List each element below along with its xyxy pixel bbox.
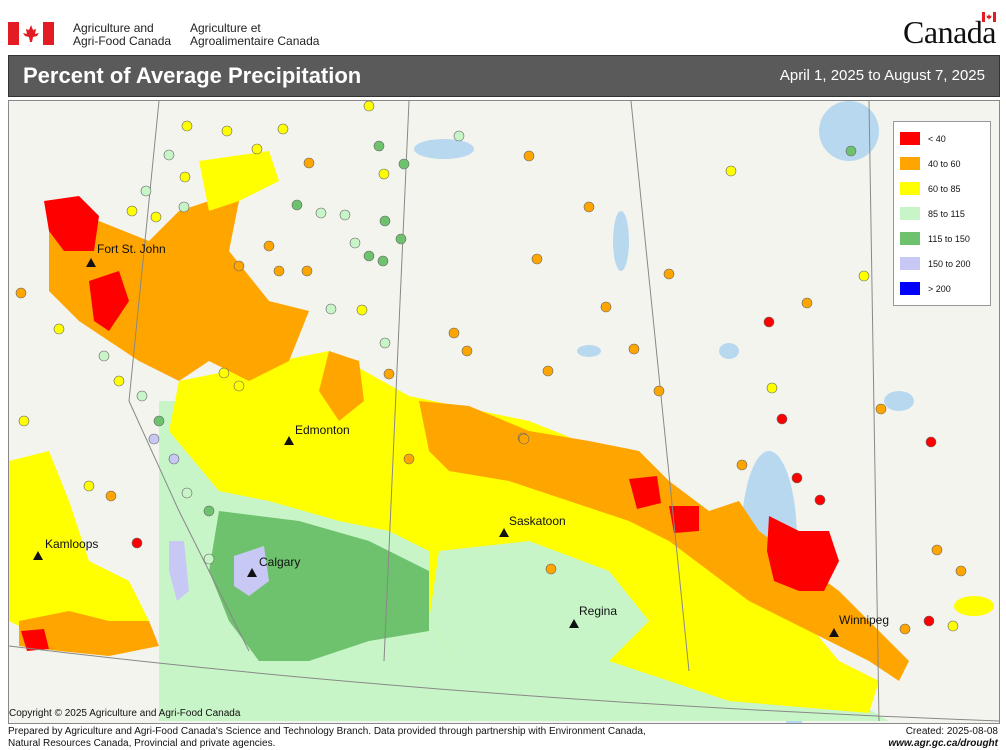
city-label-edmonton: Edmonton [295, 423, 350, 437]
zone-40-60-east [419, 401, 909, 681]
zone-60-85-bc [9, 451, 149, 646]
legend-label: 40 to 60 [928, 158, 961, 169]
footer-right: Created: 2025-08-08 www.agr.gc.ca/drough… [888, 726, 998, 750]
zone-below-40-sask2 [669, 506, 699, 533]
legend-label: 150 to 200 [928, 258, 971, 269]
legend-swatch-115-150 [900, 232, 920, 245]
city-label-kamloops: Kamloops [45, 537, 99, 551]
agency-fr-line2: Agroalimentaire Canada [190, 34, 320, 48]
wordmark-flag-icon [982, 12, 996, 22]
zone-60-85-ontario [954, 596, 994, 616]
agency-en-line2: Agri-Food Canada [73, 34, 172, 48]
agency-name-french: Agriculture et Agroalimentaire Canada [190, 22, 319, 48]
legend-label: < 40 [928, 133, 946, 144]
regina-marker [569, 619, 579, 628]
canada-wordmark: Canada [903, 12, 996, 51]
city-label-saskatoon: Saskatoon [509, 514, 566, 528]
legend-swatch-85-115 [900, 207, 920, 220]
map-copyright: Copyright © 2025 Agriculture and Agri-Fo… [9, 708, 241, 719]
city-label-calgary: Calgary [259, 555, 301, 569]
legend-item: 85 to 115 [900, 201, 984, 226]
city-markers [33, 258, 839, 637]
edmonton-marker [284, 436, 294, 445]
zone-85-115-sask [429, 541, 649, 661]
zone-below-40-sask [629, 476, 661, 509]
zone-60-85-north [199, 151, 279, 211]
legend: < 40 40 to 60 60 to 85 85 to 115 115 to … [893, 121, 991, 306]
zone-40-60-bc-south [19, 611, 159, 656]
title-bar: Percent of Average Precipitation April 1… [8, 55, 1000, 97]
calgary-marker [247, 568, 257, 577]
date-range: April 1, 2025 to August 7, 2025 [779, 67, 985, 84]
legend-item: 40 to 60 [900, 151, 984, 176]
created-date: Created: 2025-08-08 [905, 726, 998, 737]
map-canvas [9, 101, 999, 723]
zone-below-40-peace [44, 196, 99, 251]
legend-item: < 40 [900, 126, 984, 151]
legend-label: 85 to 115 [928, 208, 965, 219]
kamloops-marker [33, 551, 43, 560]
legend-item: 115 to 150 [900, 226, 984, 251]
zone-below-40-bc-south [21, 629, 49, 651]
zone-40-60-edmonton [319, 351, 364, 421]
legend-swatch-above-200 [900, 282, 920, 295]
legend-item: 60 to 85 [900, 176, 984, 201]
header: Agriculture and Agri-Food Canada Agricul… [0, 0, 1006, 52]
drought-url-link[interactable]: www.agr.gc.ca/drought [888, 738, 998, 749]
legend-label: > 200 [928, 283, 951, 294]
footer: Prepared by Agriculture and Agri-Food Ca… [8, 726, 998, 750]
zone-below-40-manitoba [767, 516, 839, 591]
zone-150-200-rockies [169, 541, 189, 601]
zone-below-40-bc [89, 271, 129, 331]
legend-swatch-60-85 [900, 182, 920, 195]
legend-item: 150 to 200 [900, 251, 984, 276]
winnipeg-marker [829, 628, 839, 637]
city-label-regina: Regina [579, 604, 618, 618]
fort-st-john-marker [86, 258, 96, 267]
map-title: Percent of Average Precipitation [23, 63, 362, 88]
agency-name-english: Agriculture and Agri-Food Canada [73, 22, 171, 48]
legend-swatch-150-200 [900, 257, 920, 270]
precipitation-map[interactable]: Fort St. John Edmonton Saskatoon Kamloop… [8, 100, 1000, 724]
city-label-winnipeg: Winnipeg [839, 613, 890, 627]
agency-fr-line1: Agriculture et [190, 21, 261, 35]
legend-item: > 200 [900, 276, 984, 301]
canada-flag-icon [8, 22, 54, 45]
footer-line1: Prepared by Agriculture and Agri-Food Ca… [8, 726, 646, 737]
legend-swatch-below-40 [900, 132, 920, 145]
zone-60-85-central [169, 351, 879, 713]
footer-line2: Natural Resources Canada, Provincial and… [8, 738, 276, 749]
canada-wordmark-text: Canada [903, 14, 996, 50]
legend-label: 115 to 150 [928, 233, 970, 244]
station-dots [15, 101, 967, 635]
zone-40-60-northwest [49, 156, 309, 381]
legend-label: 60 to 85 [928, 183, 961, 194]
saskatoon-marker [499, 528, 509, 537]
city-label-fort-st-john: Fort St. John [97, 242, 166, 256]
legend-swatch-40-60 [900, 157, 920, 170]
agency-en-line1: Agriculture and [73, 21, 154, 35]
